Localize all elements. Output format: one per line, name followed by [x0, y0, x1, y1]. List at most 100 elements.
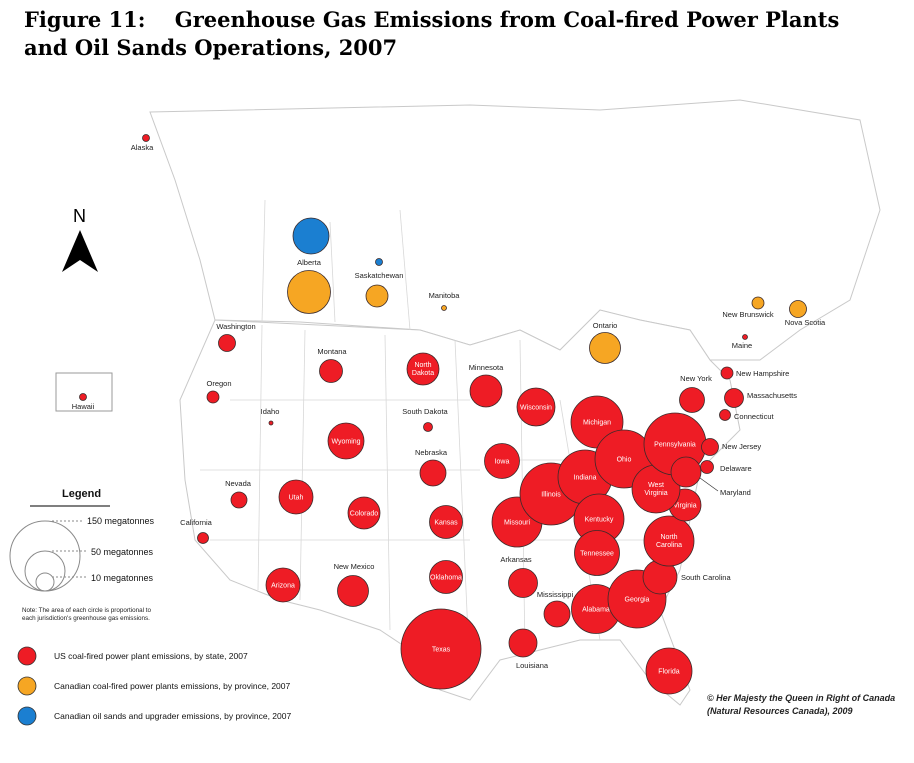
massachusetts-us-coal-circle [724, 388, 744, 408]
saskatchewan-label: Saskatchewan [355, 271, 404, 280]
legend: Legend 150 megatonnes 50 megatonnes 10 m… [9, 488, 291, 726]
michigan-label: Michigan [583, 420, 611, 427]
legend-swatch-oil-sands [17, 706, 37, 726]
ohio-label: Ohio [617, 457, 632, 464]
alberta-oil-sands-circle [292, 217, 330, 255]
nebraska-us-coal-circle [419, 459, 447, 487]
new-hampshire-us-coal-circle [720, 366, 734, 380]
alabama-label: Alabama [582, 607, 610, 614]
mississippi-label: Mississippi [537, 590, 574, 599]
louisiana-label: Louisiana [516, 661, 549, 670]
ontario-label: Ontario [593, 321, 618, 330]
louisiana-us-coal-circle [508, 628, 538, 658]
legend-swatch-us-coal [17, 646, 37, 666]
legend-note-line-1: Note: The area of each circle is proport… [22, 607, 152, 614]
saskatchewan-oil-sands-circle [375, 258, 383, 266]
nova-scotia-label: Nova Scotia [785, 318, 826, 327]
arizona-label: Arizona [271, 583, 295, 590]
california-us-coal-circle [197, 532, 209, 544]
north-dakota-us-coal-circle [406, 352, 440, 386]
maryland-us-coal-circle [670, 456, 702, 488]
hawaii-label: Hawaii [72, 402, 95, 411]
utah-label: Utah [289, 495, 304, 502]
south-carolina-label: South Carolina [681, 573, 731, 582]
kansas-us-coal-circle [429, 505, 463, 539]
west-virginia-label: West Virginia [644, 482, 667, 497]
texas-us-coal-circle [400, 608, 482, 690]
indiana-label: Indiana [574, 475, 597, 482]
figure-title: Figure 11: Greenhouse Gas Emissions from… [24, 6, 894, 62]
manitoba-canada-coal-circle [441, 305, 447, 311]
florida-us-coal-circle [645, 647, 693, 695]
delaware-label: Delaware [720, 464, 752, 473]
legend-title: Legend [62, 488, 101, 500]
tennessee-label: Tennessee [580, 551, 614, 558]
alberta-canada-coal-circle [287, 270, 331, 314]
florida-label: Florida [658, 669, 680, 676]
minnesota-label: Minnesota [469, 363, 504, 372]
arizona-us-coal-circle [265, 567, 301, 603]
legend-label-us-coal: US coal-fired power plant emissions, by … [54, 651, 248, 661]
hawaii-inset-box [55, 372, 113, 412]
legend-circle-50 [24, 550, 66, 592]
south-dakota-label: South Dakota [402, 407, 448, 416]
oklahoma-us-coal-circle [429, 560, 463, 594]
minnesota-us-coal-circle [469, 374, 503, 408]
alberta-label: Alberta [297, 258, 322, 267]
delaware-us-coal-circle [700, 460, 714, 474]
kansas-label: Kansas [434, 520, 458, 527]
legend-circle-150 [9, 520, 81, 592]
jurisdiction-circles: Alaska Hawaii Washington Oregon Idaho Califor… [72, 134, 826, 695]
washington-us-coal-circle [218, 334, 236, 352]
oklahoma-label: Oklahoma [430, 575, 462, 582]
new-brunswick-canada-coal-circle [751, 296, 765, 310]
oregon-label: Oregon [206, 379, 231, 388]
massachusetts-label: Massachusetts [747, 391, 797, 400]
arkansas-label: Arkansas [500, 555, 532, 564]
south-dakota-us-coal-circle [423, 422, 433, 432]
new-brunswick-label: New Brunswick [722, 310, 774, 319]
idaho-label: Idaho [261, 407, 280, 416]
credit-line-1: © Her Majesty the Queen in Right of Cana… [707, 693, 895, 703]
new-mexico-us-coal-circle [337, 575, 369, 607]
figure-title-line-1: Figure 11: Greenhouse Gas Emissions from… [24, 7, 840, 32]
idaho-us-coal-circle [268, 420, 274, 426]
kentucky-label: Kentucky [585, 517, 614, 524]
ontario-canada-coal-circle [589, 332, 621, 364]
alaska-us-coal-circle [142, 134, 150, 142]
north-label: N [73, 206, 86, 226]
alaska-label: Alaska [131, 143, 154, 152]
virginia-label: Virginia [673, 503, 696, 510]
north-dakota-label: North Dakota [412, 362, 434, 377]
montana-us-coal-circle [319, 359, 343, 383]
north-carolina-label: North Carolina [656, 534, 682, 549]
iowa-label: Iowa [495, 459, 510, 466]
wyoming-label: Wyoming [331, 439, 360, 446]
colorado-label: Colorado [350, 511, 379, 518]
oregon-us-coal-circle [206, 390, 220, 404]
new-york-us-coal-circle [679, 387, 705, 413]
mississippi-us-coal-circle [543, 600, 571, 628]
maine-label: Maine [732, 341, 752, 350]
wisconsin-us-coal-circle [516, 387, 556, 427]
connecticut-label: Connecticut [734, 412, 775, 421]
maryland-label: Maryland [720, 488, 751, 497]
nova-scotia-canada-coal-circle [789, 300, 807, 318]
legend-size-150: 150 megatonnes [87, 516, 155, 526]
tennessee-us-coal-circle [574, 530, 620, 576]
base-map [149, 99, 881, 706]
legend-circle-10 [35, 572, 55, 592]
legend-note-line-2: each jurisdiction's greenhouse gas emiss… [22, 615, 150, 622]
maine-us-coal-circle [742, 334, 748, 340]
credit-line-2: (Natural Resources Canada), 2009 [707, 706, 853, 716]
washington-label: Washington [216, 322, 255, 331]
maryland-leader-line [699, 477, 719, 492]
canada-landmass [149, 99, 881, 361]
wisconsin-label: Wisconsin [520, 405, 552, 412]
copyright-credit: © Her Majesty the Queen in Right of Cana… [707, 693, 895, 716]
utah-us-coal-circle [278, 479, 314, 515]
arkansas-us-coal-circle [508, 568, 538, 598]
legend-size-10: 10 megatonnes [91, 573, 154, 583]
new-hampshire-label: New Hampshire [736, 369, 789, 378]
